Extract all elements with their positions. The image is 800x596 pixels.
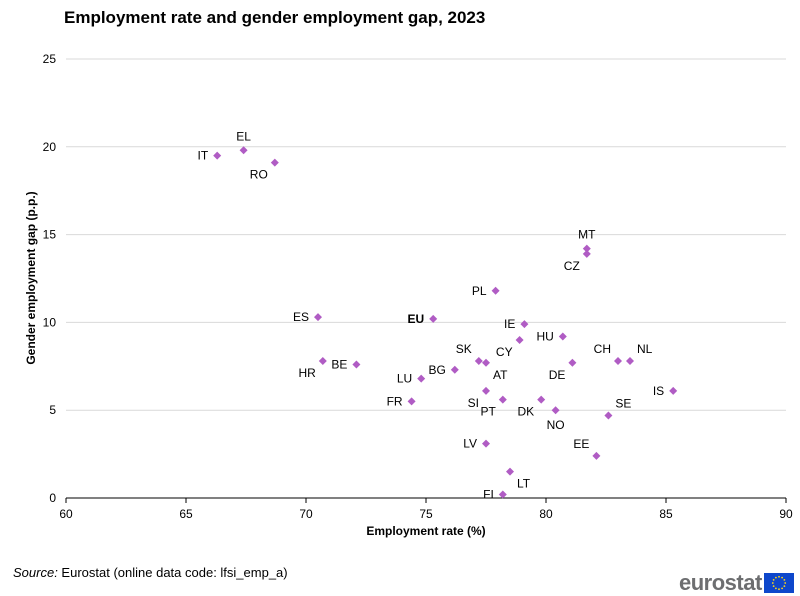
point-label-dk: DK <box>518 405 535 419</box>
point-label-ee: EE <box>573 437 589 451</box>
data-points <box>213 146 678 499</box>
data-point-nl <box>626 357 634 366</box>
x-tick-label: 90 <box>779 507 793 521</box>
y-tick-label: 5 <box>49 403 56 417</box>
eurostat-logo: eurostat <box>679 570 794 596</box>
y-tick-label: 15 <box>43 228 57 242</box>
point-label-lv: LV <box>463 437 477 451</box>
point-label-bg: BG <box>428 363 445 377</box>
data-point-hr <box>318 357 327 366</box>
data-point-it <box>213 151 222 160</box>
point-label-pt: PT <box>480 405 496 419</box>
data-point-bg <box>450 365 459 374</box>
point-label-ie: IE <box>504 317 515 331</box>
y-tick-label: 25 <box>43 52 57 66</box>
data-point-fr <box>407 397 416 406</box>
data-point-sk <box>474 357 483 366</box>
source-text: Eurostat (online data code: lfsi_emp_a) <box>57 565 288 580</box>
point-label-fr: FR <box>387 394 403 408</box>
point-label-hu: HU <box>536 329 553 343</box>
x-tick-label: 80 <box>539 507 553 521</box>
source-note: Source: Eurostat (online data code: lfsi… <box>13 565 288 580</box>
data-point-se <box>604 411 613 420</box>
point-label-cz: CZ <box>564 259 580 273</box>
point-label-se: SE <box>615 396 631 410</box>
data-point-at <box>482 358 490 367</box>
x-tick-label: 65 <box>179 507 193 521</box>
data-point-ch <box>614 357 622 366</box>
y-tick-label: 20 <box>43 140 57 154</box>
logo-text: eurostat <box>679 570 762 595</box>
axes: 0 5 10 15 20 25 60 65 70 75 80 85 90 <box>43 52 793 521</box>
data-point-fi <box>498 490 507 499</box>
point-label-de: DE <box>549 368 566 382</box>
point-label-ro: RO <box>250 168 268 182</box>
data-point-cy <box>515 335 524 344</box>
data-point-eu <box>429 314 438 323</box>
source-label: Source: <box>13 565 58 580</box>
point-label-es: ES <box>293 310 309 324</box>
point-label-no: NO <box>547 418 565 432</box>
data-point-pl <box>491 286 500 295</box>
data-point-el <box>239 146 248 155</box>
data-point-hu <box>558 332 567 341</box>
x-axis-label: Employment rate (%) <box>366 524 485 538</box>
y-tick-label: 10 <box>43 315 57 329</box>
point-label-ch: CH <box>594 342 611 356</box>
point-label-sk: SK <box>456 342 472 356</box>
point-label-lu: LU <box>397 372 412 386</box>
point-label-nl: NL <box>637 342 653 356</box>
data-point-cz <box>582 249 591 258</box>
data-point-mt <box>582 244 591 253</box>
data-point-si <box>482 386 490 395</box>
y-tick-label: 0 <box>49 491 56 505</box>
point-label-si: SI <box>468 396 479 410</box>
point-labels: IT EL RO MT CZ PL ES EU IE CY HU HR BE SK AT BG LU DE CH NL… <box>198 129 665 501</box>
point-label-pl: PL <box>472 284 487 298</box>
data-point-es <box>314 313 322 322</box>
gridlines <box>66 58 786 411</box>
data-point-no <box>551 406 560 415</box>
point-label-at: AT <box>493 368 508 382</box>
point-label-mt: MT <box>578 228 596 242</box>
point-label-el: EL <box>236 129 251 143</box>
x-tick-label: 60 <box>59 507 73 521</box>
x-tick-label: 75 <box>419 507 433 521</box>
data-point-be <box>352 360 361 369</box>
x-tick-label: 85 <box>659 507 673 521</box>
chart-title: Employment rate and gender employment ga… <box>64 8 486 27</box>
eu-flag-icon <box>763 573 794 593</box>
data-point-ie <box>520 320 529 329</box>
data-point-lv <box>482 439 490 448</box>
x-tick-label: 70 <box>299 507 313 521</box>
data-point-de <box>568 358 577 367</box>
data-point-dk <box>537 395 546 404</box>
data-point-is <box>669 386 678 395</box>
point-label-fi: FI <box>483 487 494 501</box>
point-label-is: IS <box>653 384 664 398</box>
point-label-lt: LT <box>517 477 531 491</box>
point-label-hr: HR <box>298 366 316 380</box>
data-point-pt <box>498 395 507 404</box>
data-point-lt <box>506 467 514 476</box>
data-point-ro <box>270 158 279 167</box>
data-point-ee <box>592 451 601 460</box>
data-point-lu <box>417 374 426 383</box>
point-label-it: IT <box>198 149 209 163</box>
y-axis-label: Gender employment gap (p.p.) <box>24 191 38 364</box>
point-label-cy: CY <box>496 345 513 359</box>
point-label-be: BE <box>331 358 347 372</box>
point-label-eu: EU <box>408 312 425 326</box>
